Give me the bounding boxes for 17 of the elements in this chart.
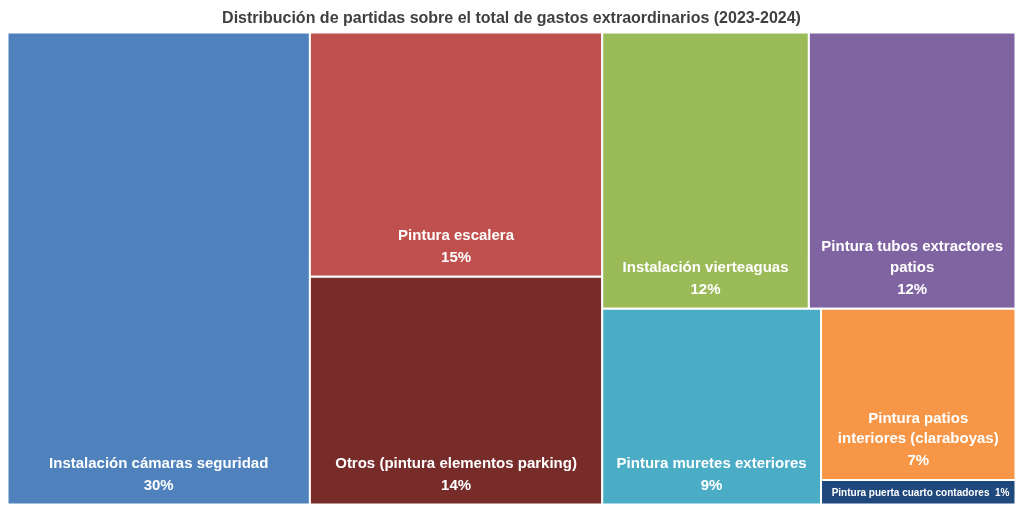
- category-label: Pintura tubos extractores patios: [821, 237, 1004, 275]
- category-label: Otros (pintura elementos parking): [335, 453, 577, 471]
- category-label: Pintura patios interiores (claraboyas): [837, 408, 999, 447]
- data-label: 7%: [907, 451, 930, 469]
- data-label: 30%: [143, 475, 174, 493]
- category-label: Pintura escalera: [398, 225, 515, 243]
- category-label: Instalación vierteaguas: [622, 257, 789, 275]
- data-label: 12%: [897, 279, 928, 297]
- category-label: Pintura muretes exteriores: [616, 453, 807, 471]
- data-label: 1%: [994, 486, 1010, 498]
- category-label: Instalación cámaras seguridad: [49, 453, 269, 471]
- data-label: 9%: [700, 475, 723, 493]
- data-label: 14%: [441, 475, 472, 493]
- data-label: 15%: [441, 247, 472, 265]
- category-label: Pintura puerta cuarto contadores: [831, 486, 990, 498]
- text: Distribución de partidas sobre el total de gastos extraordinarios (2023-2024): [222, 8, 801, 26]
- data-label: 12%: [690, 279, 721, 297]
